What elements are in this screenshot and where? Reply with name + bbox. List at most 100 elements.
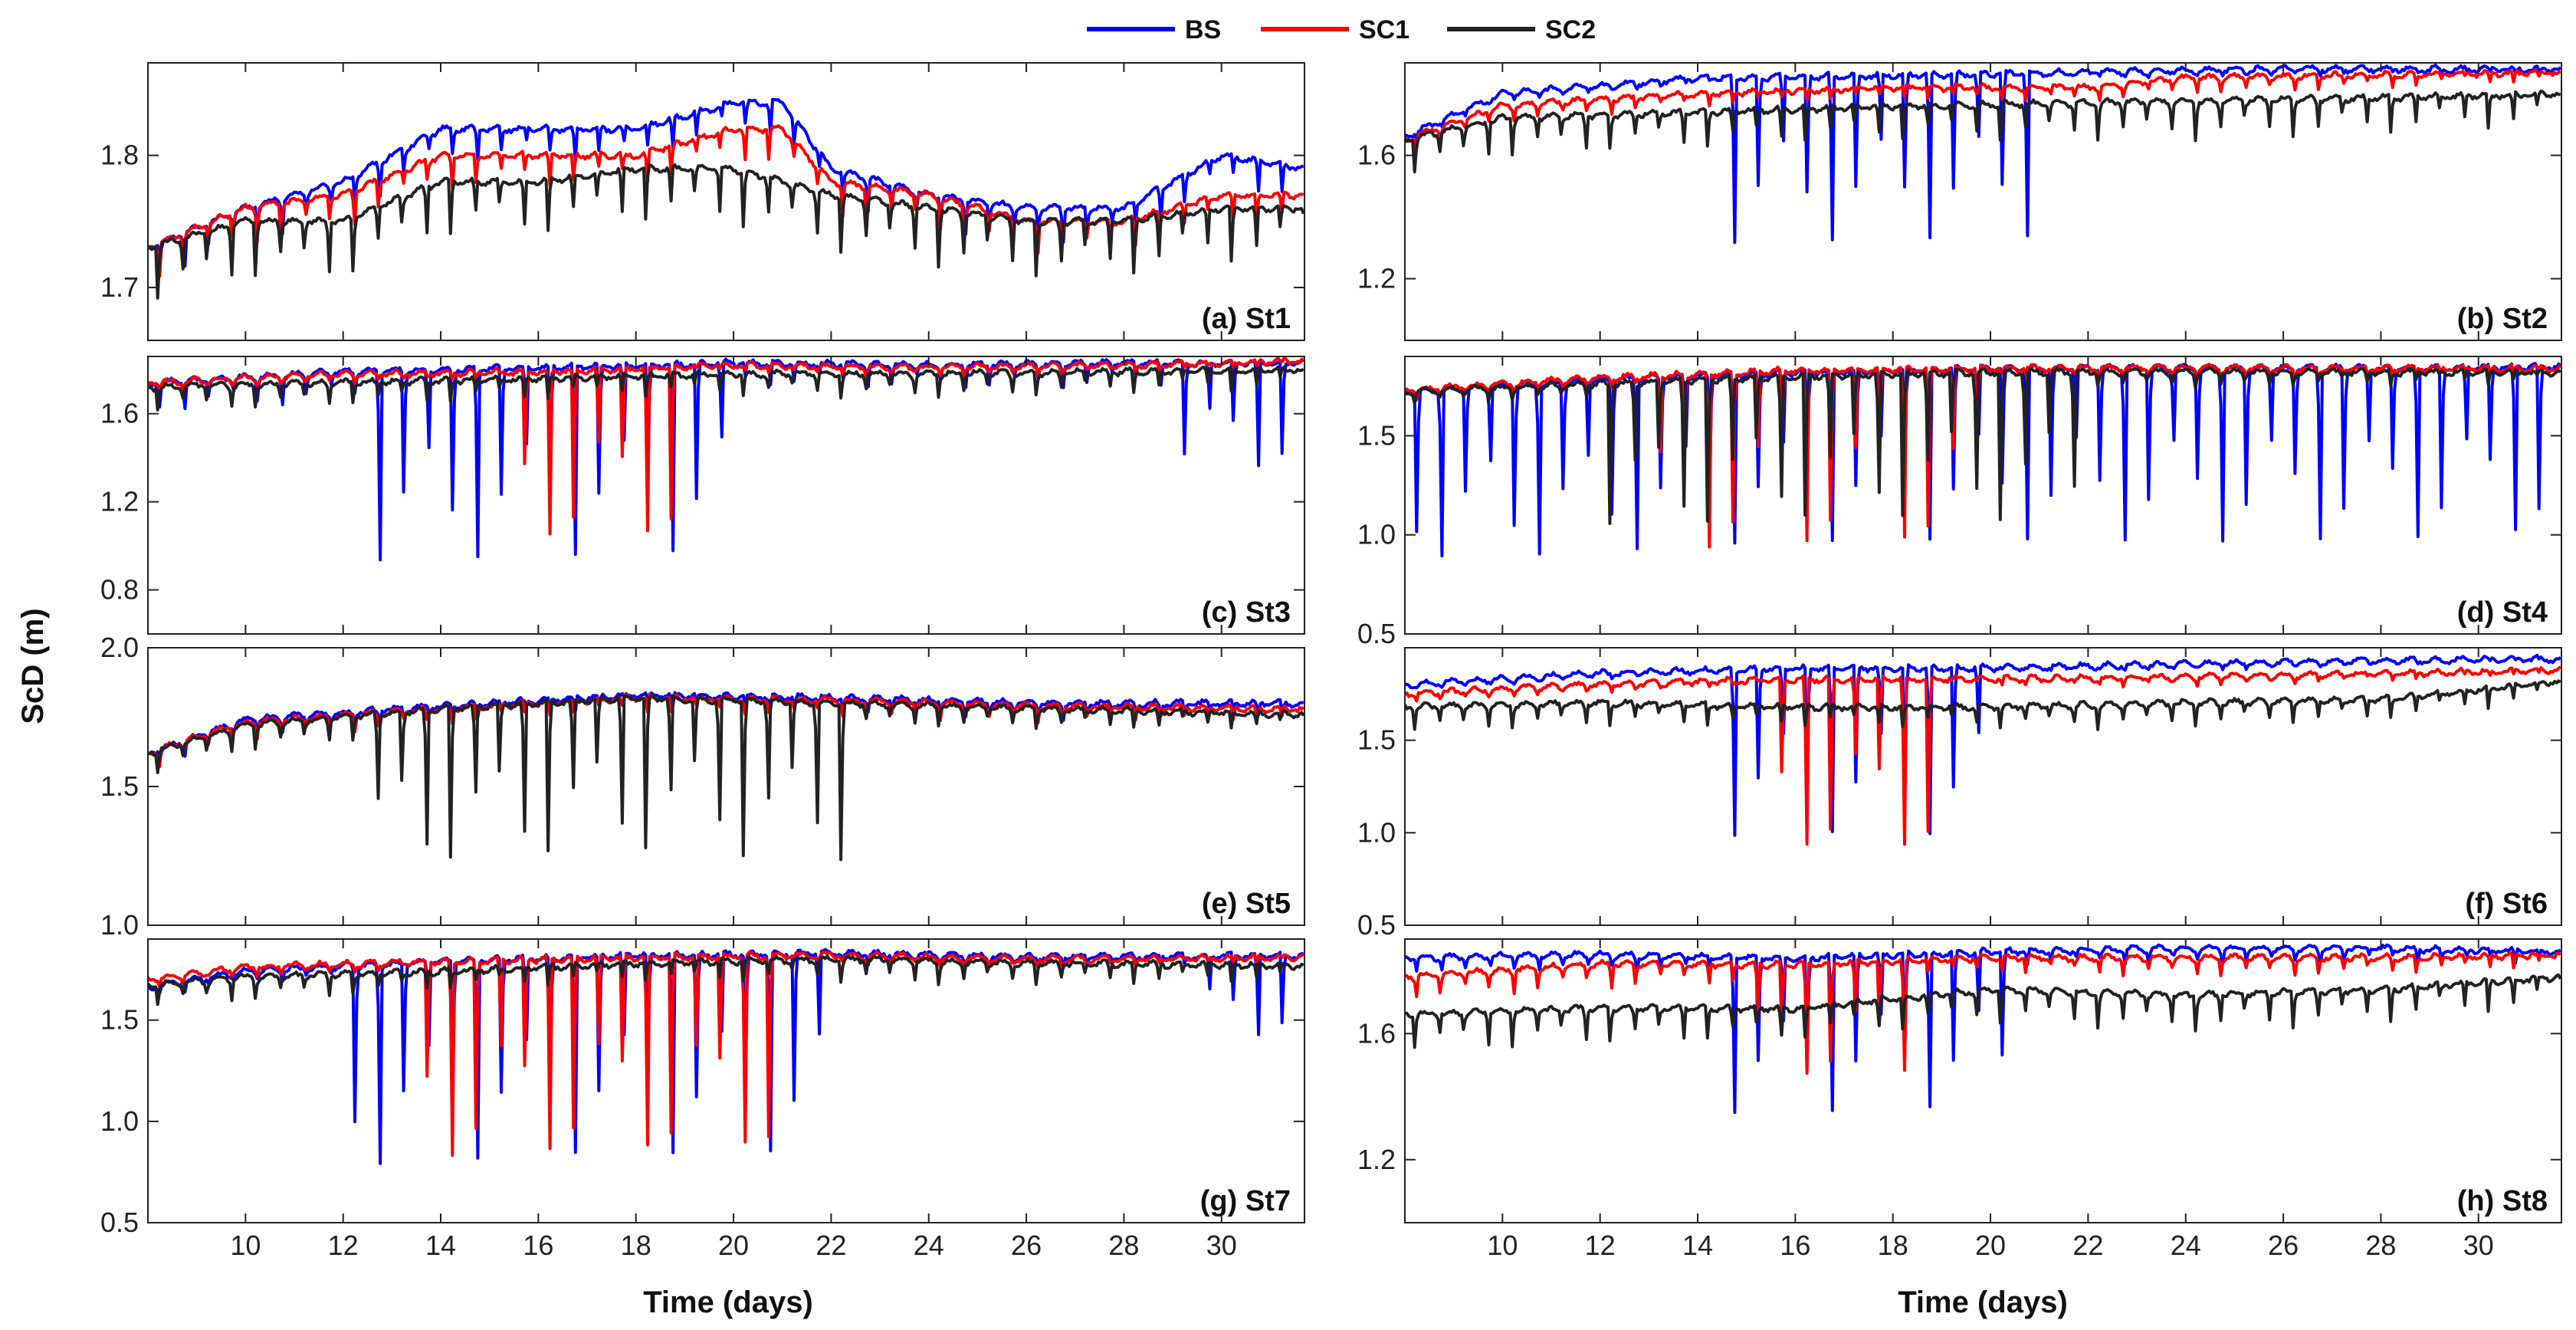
y-tick-label: 1.0 bbox=[1357, 816, 1396, 848]
series-sc2-line bbox=[148, 365, 1304, 412]
panel-frame bbox=[1404, 356, 2562, 635]
x-tick-label: 12 bbox=[1585, 1230, 1616, 1261]
y-tick-label: 1.5 bbox=[100, 770, 139, 802]
series-bs-line bbox=[148, 691, 1304, 764]
panel-label: (g) St7 bbox=[1200, 1185, 1291, 1217]
panel-frame bbox=[1404, 647, 2562, 926]
x-tick-label: 26 bbox=[1011, 1230, 1042, 1261]
x-tick-label: 28 bbox=[2365, 1230, 2396, 1261]
panel-label: (f) St6 bbox=[2465, 888, 2548, 920]
panel-label: (c) St3 bbox=[1202, 596, 1291, 629]
panel-1: 1.7 1.8 (a) St1 bbox=[100, 62, 1305, 341]
x-tick-label: 22 bbox=[815, 1230, 846, 1261]
x-tick-label: 24 bbox=[2171, 1230, 2201, 1261]
x-tick-label: 16 bbox=[523, 1230, 553, 1261]
x-tick-label: 22 bbox=[2072, 1230, 2103, 1261]
series-group bbox=[148, 947, 1304, 1165]
legend-item-sc2: SC2 bbox=[1447, 15, 1596, 44]
series-bs-line bbox=[1405, 943, 2561, 1115]
y-tick-label: 0.8 bbox=[100, 574, 139, 606]
series-sc1-line bbox=[148, 950, 1304, 1158]
y-tick-label: 1.5 bbox=[1357, 419, 1396, 451]
legend-item-sc1: SC1 bbox=[1261, 15, 1409, 44]
y-tick-label: 0.5 bbox=[100, 1207, 139, 1238]
series-bs-line bbox=[148, 947, 1304, 1165]
panel-label: (d) St4 bbox=[2457, 596, 2548, 629]
legend-label: SC2 bbox=[1545, 15, 1596, 44]
series-bs-line bbox=[148, 357, 1304, 562]
panel-4: 0.5 1.0 1.5 (d) St4 bbox=[1357, 356, 2562, 649]
series-sc2-line bbox=[148, 954, 1304, 1007]
series-bs-line bbox=[1405, 362, 2561, 558]
x-tick-label: 14 bbox=[1682, 1230, 1713, 1261]
x-tick-label: 24 bbox=[914, 1230, 944, 1261]
y-tick-label: 1.6 bbox=[1357, 140, 1396, 171]
y-tick-label: 0.5 bbox=[1357, 909, 1396, 941]
panel-frame bbox=[147, 647, 1305, 926]
series-sc1-line bbox=[1405, 68, 2561, 151]
x-tick-label: 12 bbox=[328, 1230, 359, 1261]
y-tick-label: 0.5 bbox=[1357, 618, 1396, 649]
y-tick-label: 1.6 bbox=[100, 398, 139, 429]
series-sc1-line bbox=[1405, 951, 2561, 1075]
panel-3: 0.8 1.2 1.6 (c) St3 bbox=[100, 356, 1305, 635]
series-sc2-line bbox=[1405, 679, 2561, 731]
panel-5: 1.0 1.5 2.0 (e) St5 bbox=[100, 632, 1305, 941]
y-tick-label: 1.0 bbox=[100, 1105, 139, 1137]
panel-frame bbox=[1404, 938, 2562, 1223]
panel-frame bbox=[147, 356, 1305, 635]
x-tick-label: 20 bbox=[1975, 1230, 2006, 1261]
y-tick-label: 1.2 bbox=[1357, 263, 1396, 294]
x-tick-label: 20 bbox=[718, 1230, 749, 1261]
panel-2: 1.2 1.6 (b) St2 bbox=[1357, 62, 2562, 341]
x-tick-label: 18 bbox=[621, 1230, 651, 1261]
legend-item-bs: BS bbox=[1087, 15, 1221, 44]
legend: BS SC1 SC2 bbox=[1087, 15, 1596, 44]
y-tick-label: 1.5 bbox=[100, 1004, 139, 1036]
series-group bbox=[1405, 943, 2561, 1115]
panel-8: 10 12 14 16 18 20 22 24 26 28 30 1.2 1.6 (h) St8 bbox=[1357, 938, 2562, 1261]
series-group bbox=[1405, 362, 2561, 558]
x-tick-label: 30 bbox=[1206, 1230, 1237, 1261]
x-tick-label: 30 bbox=[2463, 1230, 2494, 1261]
panel-frame bbox=[147, 62, 1305, 341]
y-tick-label: 2.0 bbox=[100, 632, 139, 663]
x-tick-label: 26 bbox=[2268, 1230, 2299, 1261]
series-sc1-line bbox=[1405, 665, 2561, 846]
series-sc2-line bbox=[148, 163, 1304, 300]
y-tick-label: 1.0 bbox=[100, 909, 139, 941]
series-sc2-line bbox=[1405, 89, 2561, 174]
series-group bbox=[148, 97, 1304, 300]
series-group bbox=[1405, 653, 2561, 846]
x-axis-label-left: Time (days) bbox=[643, 1286, 813, 1319]
x-tick-label: 18 bbox=[1878, 1230, 1908, 1261]
y-tick-label: 1.2 bbox=[1357, 1144, 1396, 1175]
panel-label: (b) St2 bbox=[2457, 303, 2548, 335]
y-tick-label: 1.5 bbox=[1357, 724, 1396, 756]
series-bs-line bbox=[1405, 653, 2561, 837]
series-bs-line bbox=[148, 97, 1304, 274]
series-bs-line bbox=[1405, 63, 2561, 245]
series-sc2-line bbox=[148, 694, 1304, 862]
y-axis-label: ScD (m) bbox=[16, 608, 50, 724]
panel-7: 10 12 14 16 18 20 22 24 26 28 30 0.5 1.0 1.5 (g) St7 bbox=[100, 938, 1305, 1261]
x-tick-label: 28 bbox=[1108, 1230, 1139, 1261]
x-tick-label: 10 bbox=[230, 1230, 261, 1261]
y-tick-label: 1.0 bbox=[1357, 519, 1396, 550]
y-tick-label: 1.7 bbox=[100, 271, 139, 303]
panel-label: (e) St5 bbox=[1202, 888, 1291, 920]
series-group bbox=[148, 691, 1304, 862]
x-axis-label-right: Time (days) bbox=[1898, 1286, 2068, 1319]
panels: 1.7 1.8 (a) St1 1.2 1.6 (b) St2 0.8 1.2 1.6 (c) S… bbox=[100, 62, 2562, 1261]
series-sc2-line bbox=[1405, 973, 2561, 1049]
panel-label: (a) St1 bbox=[1202, 303, 1291, 335]
x-tick-label: 14 bbox=[425, 1230, 456, 1261]
x-tick-label: 10 bbox=[1487, 1230, 1518, 1261]
y-tick-label: 1.6 bbox=[1357, 1017, 1396, 1049]
series-group bbox=[148, 356, 1304, 562]
series-group bbox=[1405, 63, 2561, 245]
panel-frame bbox=[147, 938, 1305, 1223]
y-tick-label: 1.8 bbox=[100, 140, 139, 171]
series-sc1-line bbox=[148, 692, 1304, 769]
